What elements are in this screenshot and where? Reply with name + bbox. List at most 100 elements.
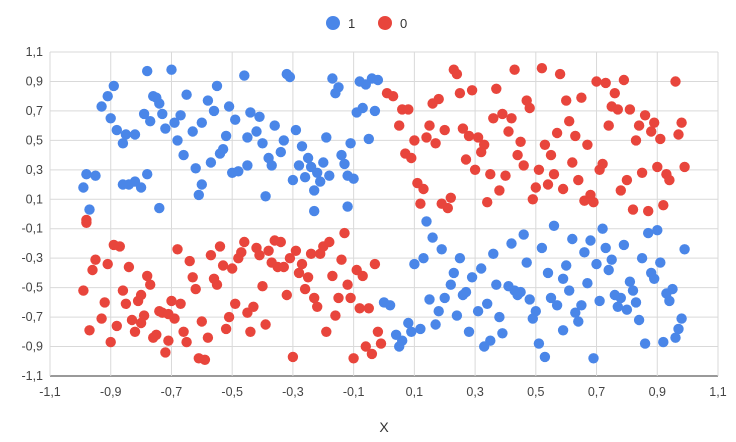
data-point-series-1[interactable] (515, 286, 526, 298)
data-point-series-0[interactable] (181, 336, 192, 348)
data-point-series-1[interactable] (211, 80, 223, 92)
data-point-series-1[interactable] (145, 116, 156, 127)
data-point-series-0[interactable] (345, 292, 356, 304)
data-point-series-1[interactable] (652, 225, 663, 236)
data-point-series-0[interactable] (615, 185, 626, 196)
data-point-series-1[interactable] (205, 157, 217, 168)
data-point-series-0[interactable] (503, 126, 514, 137)
data-point-series-0[interactable] (330, 310, 341, 321)
data-point-series-0[interactable] (482, 197, 493, 208)
data-point-series-1[interactable] (175, 110, 186, 121)
data-point-series-1[interactable] (536, 242, 548, 254)
data-point-series-1[interactable] (217, 144, 229, 155)
data-point-series-1[interactable] (254, 111, 265, 123)
data-point-series-1[interactable] (111, 124, 123, 136)
data-point-series-1[interactable] (372, 74, 384, 86)
data-point-series-0[interactable] (84, 325, 95, 336)
data-point-series-1[interactable] (142, 65, 153, 77)
data-point-series-0[interactable] (679, 161, 690, 173)
data-point-series-1[interactable] (424, 294, 435, 305)
data-point-series-1[interactable] (357, 102, 368, 114)
data-point-series-1[interactable] (415, 323, 426, 335)
data-point-series-0[interactable] (278, 261, 289, 273)
data-point-series-1[interactable] (309, 185, 320, 196)
data-point-series-0[interactable] (594, 164, 605, 175)
data-point-series-0[interactable] (630, 135, 642, 146)
data-point-series-0[interactable] (445, 192, 456, 203)
data-point-series-1[interactable] (603, 264, 614, 276)
data-point-series-1[interactable] (624, 276, 636, 287)
data-point-series-1[interactable] (196, 117, 207, 128)
data-point-series-1[interactable] (676, 313, 687, 324)
data-point-series-0[interactable] (557, 183, 569, 195)
data-point-series-1[interactable] (142, 169, 153, 180)
data-point-series-1[interactable] (518, 229, 529, 240)
data-point-series-0[interactable] (99, 297, 110, 308)
data-point-series-1[interactable] (482, 298, 493, 309)
data-point-series-1[interactable] (293, 160, 305, 171)
data-point-series-0[interactable] (163, 335, 174, 346)
data-point-series-1[interactable] (430, 319, 441, 330)
data-point-series-1[interactable] (406, 326, 417, 337)
data-point-series-0[interactable] (676, 117, 687, 128)
data-point-series-0[interactable] (406, 152, 417, 164)
data-point-series-0[interactable] (551, 127, 563, 139)
data-point-series-1[interactable] (636, 253, 648, 264)
data-point-series-0[interactable] (123, 261, 135, 273)
data-point-series-1[interactable] (433, 306, 444, 317)
data-point-series-0[interactable] (500, 170, 511, 181)
data-point-series-0[interactable] (269, 235, 280, 246)
data-point-series-0[interactable] (375, 338, 387, 349)
data-point-series-0[interactable] (521, 95, 532, 106)
data-point-series-1[interactable] (172, 135, 183, 146)
data-point-series-1[interactable] (299, 172, 311, 183)
data-point-series-1[interactable] (448, 267, 459, 279)
data-point-series-1[interactable] (643, 227, 654, 239)
data-point-series-1[interactable] (488, 248, 499, 259)
data-point-series-1[interactable] (567, 233, 578, 245)
data-point-series-1[interactable] (312, 167, 323, 178)
data-point-series-0[interactable] (643, 205, 654, 217)
data-point-series-1[interactable] (655, 257, 666, 268)
data-point-series-0[interactable] (463, 130, 475, 142)
data-point-series-0[interactable] (476, 146, 487, 158)
data-point-series-0[interactable] (284, 253, 296, 264)
data-point-series-1[interactable] (530, 306, 541, 317)
data-point-series-0[interactable] (90, 254, 101, 265)
data-point-series-0[interactable] (309, 292, 320, 304)
data-point-series-1[interactable] (296, 141, 308, 152)
data-point-series-0[interactable] (539, 139, 551, 150)
data-point-series-0[interactable] (126, 314, 138, 326)
data-point-series-0[interactable] (372, 326, 384, 337)
data-point-series-1[interactable] (594, 295, 605, 307)
data-point-series-0[interactable] (324, 236, 335, 248)
data-point-series-1[interactable] (193, 189, 204, 201)
data-point-series-1[interactable] (436, 244, 447, 255)
data-point-series-0[interactable] (357, 270, 368, 282)
data-point-series-1[interactable] (230, 114, 241, 125)
data-point-series-1[interactable] (342, 201, 353, 212)
data-point-series-1[interactable] (242, 132, 253, 143)
data-point-series-1[interactable] (327, 73, 338, 84)
data-point-series-1[interactable] (539, 351, 551, 363)
data-point-series-1[interactable] (336, 149, 347, 161)
data-point-series-1[interactable] (472, 306, 484, 317)
data-point-series-1[interactable] (627, 285, 639, 296)
data-point-series-0[interactable] (142, 270, 153, 282)
data-point-series-0[interactable] (336, 254, 347, 265)
data-point-series-0[interactable] (227, 263, 238, 274)
data-point-series-1[interactable] (633, 314, 645, 326)
data-point-series-0[interactable] (102, 258, 113, 270)
data-point-series-1[interactable] (239, 70, 250, 81)
data-point-series-1[interactable] (585, 235, 596, 246)
data-point-series-0[interactable] (573, 174, 584, 186)
data-point-series-0[interactable] (369, 258, 381, 270)
data-point-series-1[interactable] (506, 238, 517, 249)
data-point-series-0[interactable] (554, 68, 566, 80)
data-point-series-0[interactable] (609, 88, 620, 99)
data-point-series-1[interactable] (579, 247, 590, 258)
data-point-series-1[interactable] (646, 267, 657, 279)
data-point-series-1[interactable] (421, 216, 432, 227)
data-point-series-0[interactable] (333, 292, 344, 304)
data-point-series-1[interactable] (233, 166, 244, 177)
